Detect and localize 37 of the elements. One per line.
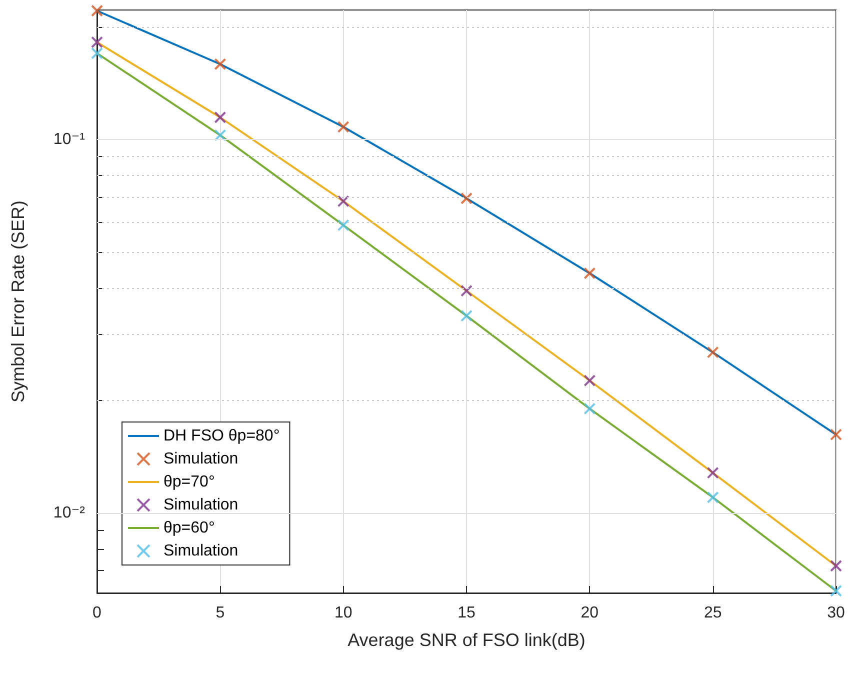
x-tick-label: 0 bbox=[92, 604, 102, 622]
y-tick-label: 10⁻² bbox=[53, 504, 86, 522]
point bbox=[706, 466, 719, 479]
legend-label: θp=60° bbox=[164, 520, 215, 536]
point bbox=[706, 491, 719, 504]
point bbox=[460, 310, 472, 322]
x-tick-label: 5 bbox=[216, 604, 225, 622]
x-axis-title: Average SNR of FSO link(dB) bbox=[348, 630, 586, 650]
point bbox=[584, 374, 596, 387]
legend-label: θp=70° bbox=[164, 474, 215, 490]
point bbox=[830, 560, 842, 572]
legend-label: DH FSO θp=80° bbox=[164, 428, 280, 444]
point bbox=[91, 36, 103, 48]
point bbox=[91, 4, 103, 17]
point bbox=[214, 129, 226, 142]
x-tick-label: 25 bbox=[704, 604, 722, 622]
point bbox=[337, 195, 350, 208]
point bbox=[706, 346, 719, 358]
y-tick-label: 10⁻¹ bbox=[53, 130, 85, 148]
point bbox=[584, 402, 596, 415]
y-axis-title: Symbol Error Rate (SER) bbox=[8, 200, 28, 403]
point bbox=[337, 219, 350, 232]
point bbox=[584, 267, 596, 280]
point bbox=[830, 428, 842, 441]
x-tick-label: 20 bbox=[580, 604, 599, 622]
point bbox=[337, 120, 350, 133]
point bbox=[460, 284, 472, 297]
legend-label: Simulation bbox=[164, 496, 238, 514]
point bbox=[460, 192, 472, 204]
x-tick-label: 10 bbox=[334, 604, 352, 622]
point bbox=[91, 47, 103, 60]
point bbox=[214, 111, 226, 124]
x-tick-label: 15 bbox=[458, 604, 476, 622]
legend-label: Simulation bbox=[164, 542, 238, 560]
x-tick-label: 30 bbox=[827, 604, 845, 622]
legend-label: Simulation bbox=[164, 450, 238, 468]
point bbox=[214, 58, 226, 70]
